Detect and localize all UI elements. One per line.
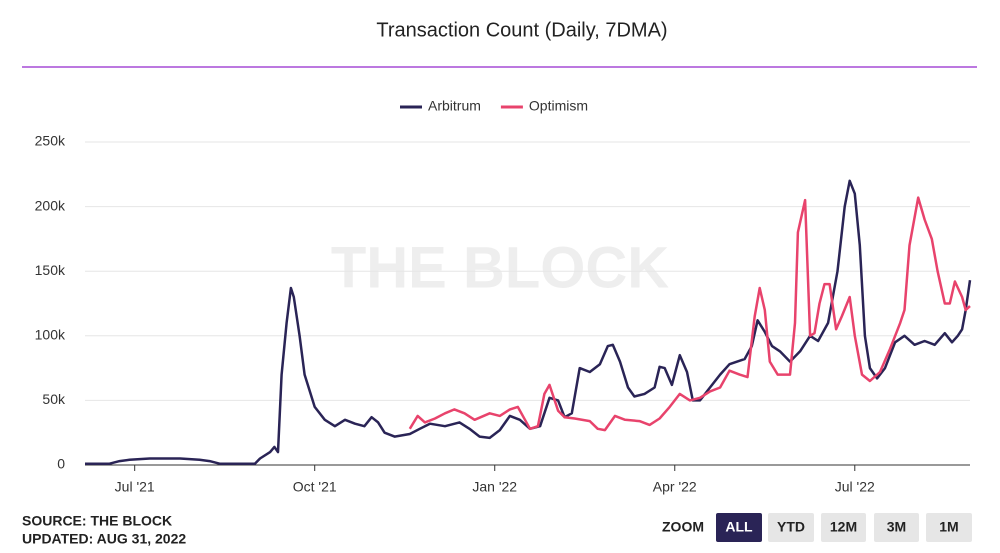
zoom-button[interactable]: 3M [874,513,919,542]
zoom-button-bg[interactable] [716,513,762,542]
zoom-button-label[interactable]: ALL [725,519,753,535]
updated: UPDATED: AUG 31, 2022 [22,531,186,547]
y-tick-label: 0 [57,456,65,472]
x-tick-label: Oct '21 [293,479,337,495]
zoom-button[interactable]: 12M [821,513,866,542]
x-tick-label: Jan '22 [472,479,517,495]
source: SOURCE: THE BLOCK [22,513,172,529]
legend-label: Arbitrum [428,98,481,114]
zoom-button[interactable]: 1M [926,513,972,542]
zoom-button-label[interactable]: 12M [830,519,857,535]
series-line [85,179,972,465]
zoom-button[interactable]: ALL [716,513,762,542]
zoom-button-bg[interactable] [874,513,919,542]
y-tick-label: 200k [35,197,66,213]
y-tick-label: 150k [35,262,66,278]
series-line [408,196,971,432]
y-tick-label: 50k [42,391,66,407]
watermark: THE BLOCK [331,235,669,300]
zoom-button-label[interactable]: YTD [777,519,805,535]
y-tick-label: 250k [35,133,66,149]
x-tick-label: Jul '21 [115,479,155,495]
zoom-button-bg[interactable] [821,513,866,542]
y-tick-label: 100k [35,327,66,343]
chart-title: Transaction Count (Daily, 7DMA) [376,19,667,41]
zoom-button[interactable]: YTD [768,513,814,542]
zoom-button-bg[interactable] [926,513,972,542]
x-tick-label: Apr '22 [653,479,697,495]
zoom-label: ZOOM [662,519,704,535]
zoom-button-label[interactable]: 1M [939,519,958,535]
zoom-button-label[interactable]: 3M [887,519,906,535]
legend-label: Optimism [529,98,588,114]
x-tick-label: Jul '22 [835,479,875,495]
zoom-button-bg[interactable] [768,513,814,542]
